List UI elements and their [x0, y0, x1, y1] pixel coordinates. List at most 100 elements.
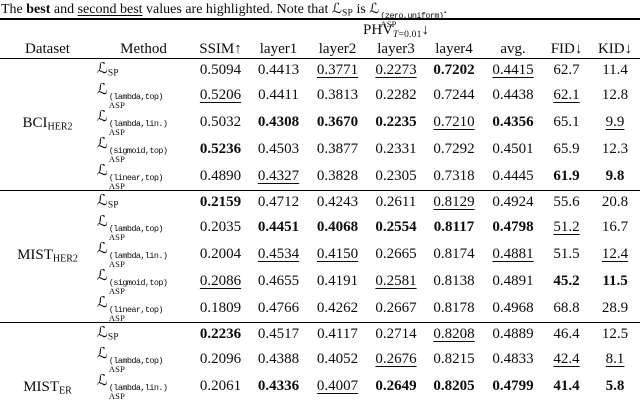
cell-layer3: 0.2554: [375, 218, 417, 235]
caption-text: .: [443, 2, 447, 17]
cell-kid: 20.8: [601, 193, 629, 210]
dataset-name: BCI: [22, 115, 48, 132]
script-l-symbol: ℒ: [97, 160, 108, 179]
loss-asp-superscript: (zero,uniform): [380, 11, 444, 21]
cell-layer2: 0.3813: [316, 86, 359, 103]
cell-avg: 0.4891: [492, 272, 534, 289]
script-l-symbol: ℒ: [97, 133, 108, 152]
cell-layer3: 0.2273: [375, 61, 417, 78]
table-row: ℒ (lambda,top) ASP 0.2096 0.4388 0.4052 0.2676…: [0, 345, 640, 374]
dataset-section-mist-her2: MISTHER2 ℒSP 0.2159 0.4712 0.4243 0.2611 0.812…: [0, 190, 640, 323]
cell-layer2: 0.4191: [316, 272, 359, 289]
method-superscript: (lambda,lin.): [108, 118, 168, 129]
method-subscript: SP: [107, 200, 119, 211]
cell-layer2: 0.3828: [316, 167, 359, 184]
cell-kid: 12.8: [601, 86, 629, 103]
method-label: ℒ (lambda,top) ASP: [95, 213, 192, 241]
cell-ssim: 0.2035: [199, 218, 242, 235]
col-header-layer2: layer2: [318, 41, 357, 57]
script-l-symbol: ℒ: [97, 292, 108, 311]
cell-layer3: 0.2676: [375, 350, 417, 367]
dataset-name: MIST: [23, 379, 60, 396]
cell-layer1: 0.4451: [257, 218, 300, 235]
dataset-name: MIST: [17, 247, 53, 264]
cell-layer4: 0.8129: [433, 193, 475, 210]
cell-layer2: 0.4117: [317, 325, 358, 342]
cell-layer2: 0.3877: [316, 140, 359, 157]
cell-layer3: 0.2282: [375, 86, 417, 103]
cell-layer2: 0.4007: [316, 377, 359, 394]
script-l-symbol: ℒ: [97, 59, 108, 78]
cell-layer4: 0.7292: [433, 140, 475, 157]
cell-layer3: 0.2581: [375, 272, 417, 289]
cell-fid: 41.4: [553, 377, 580, 394]
method-subscript: ASP: [108, 126, 126, 137]
cell-layer4: 0.8174: [433, 245, 475, 262]
cell-kid: 8.1: [605, 350, 625, 367]
cell-layer2: 0.3771: [316, 61, 359, 78]
cell-layer3: 0.2331: [375, 140, 417, 157]
method-subscript: ASP: [108, 363, 126, 374]
cell-fid: 55.6: [553, 193, 580, 210]
method-superscript: (lambda,top): [108, 223, 164, 234]
cell-fid: 46.4: [553, 325, 580, 342]
cell-layer3: 0.2714: [375, 325, 417, 342]
cell-layer4: 0.7244: [433, 86, 475, 103]
method-label: ℒSP: [95, 323, 192, 346]
results-table: Dataset Method SSIM↑ PHVT=0.01↓ FID↓ KID…: [0, 18, 640, 400]
method-label: ℒ (sigmoid,top) ASP: [95, 133, 192, 163]
cell-ssim: 0.4890: [199, 167, 242, 184]
cell-ssim: 0.1809: [199, 299, 242, 316]
dataset-subscript: HER2: [52, 253, 78, 265]
cell-fid: 62.7: [553, 61, 580, 78]
cell-avg: 0.4924: [492, 193, 534, 210]
cell-layer1: 0.4655: [257, 272, 300, 289]
cell-avg: 0.4501: [492, 140, 534, 157]
cell-kid: 11.5: [602, 272, 628, 289]
method-subscript: ASP: [108, 99, 126, 110]
cell-avg: 0.4445: [492, 167, 534, 184]
cell-layer4: 0.7318: [433, 167, 475, 184]
table-row: ℒ (linear,top) ASP 0.1809 0.4766 0.4262 0.2667…: [0, 292, 640, 323]
loss-sp-formula: ℒSP: [332, 1, 353, 19]
phv-subscript: T=0.01: [393, 29, 422, 40]
caption-second-best-word: second best: [77, 2, 143, 17]
dataset-label: MISTHER2: [0, 191, 95, 323]
cell-avg: 0.4438: [492, 86, 534, 103]
cell-layer2: 0.4150: [316, 245, 359, 262]
caption-text: is: [352, 2, 370, 17]
cell-layer4: 0.7202: [433, 61, 475, 78]
cell-ssim: 0.5094: [199, 61, 242, 78]
cell-layer1: 0.4712: [257, 193, 300, 210]
method-subscript: ASP: [108, 180, 126, 191]
cell-ssim: 0.2236: [199, 325, 242, 342]
method-label: ℒ (lambda,top) ASP: [95, 81, 192, 110]
cell-layer3: 0.2611: [375, 193, 417, 210]
dataset-label: MISTER: [0, 323, 95, 400]
cell-fid: 68.8: [553, 299, 580, 316]
cell-fid: 61.9: [553, 167, 580, 184]
cell-avg: 0.4881: [492, 245, 534, 262]
cell-ssim: 0.2061: [199, 377, 242, 394]
cell-kid: 12.5: [601, 325, 629, 342]
cell-layer3: 0.2235: [375, 113, 417, 130]
method-label: ℒ (lambda,lin.) ASP: [95, 240, 192, 269]
cell-layer3: 0.2649: [375, 377, 417, 394]
method-label: ℒ (sigmoid,top) ASP: [95, 267, 192, 295]
method-superscript: (sigmoid,top): [108, 277, 168, 288]
loss-asp-subscript: ASP: [380, 19, 397, 30]
loss-sp-subscript: SP: [341, 8, 353, 19]
script-l-symbol: ℒ: [97, 323, 108, 342]
cell-layer1: 0.4388: [257, 350, 300, 367]
cell-kid: 12.4: [601, 245, 629, 262]
method-subscript: ASP: [108, 258, 126, 269]
cell-avg: 0.4889: [492, 325, 534, 342]
method-superscript: (lambda,lin.): [108, 250, 168, 261]
down-arrow-icon: ↓: [421, 21, 430, 38]
table-header: Dataset Method SSIM↑ PHVT=0.01↓ FID↓ KID…: [0, 19, 640, 59]
col-header-avg: avg.: [500, 41, 526, 57]
dataset-label: BCIHER2: [0, 59, 95, 191]
cell-layer4: 0.8178: [433, 299, 475, 316]
script-l-symbol: ℒ: [97, 370, 108, 389]
cell-layer4: 0.7210: [433, 113, 475, 130]
